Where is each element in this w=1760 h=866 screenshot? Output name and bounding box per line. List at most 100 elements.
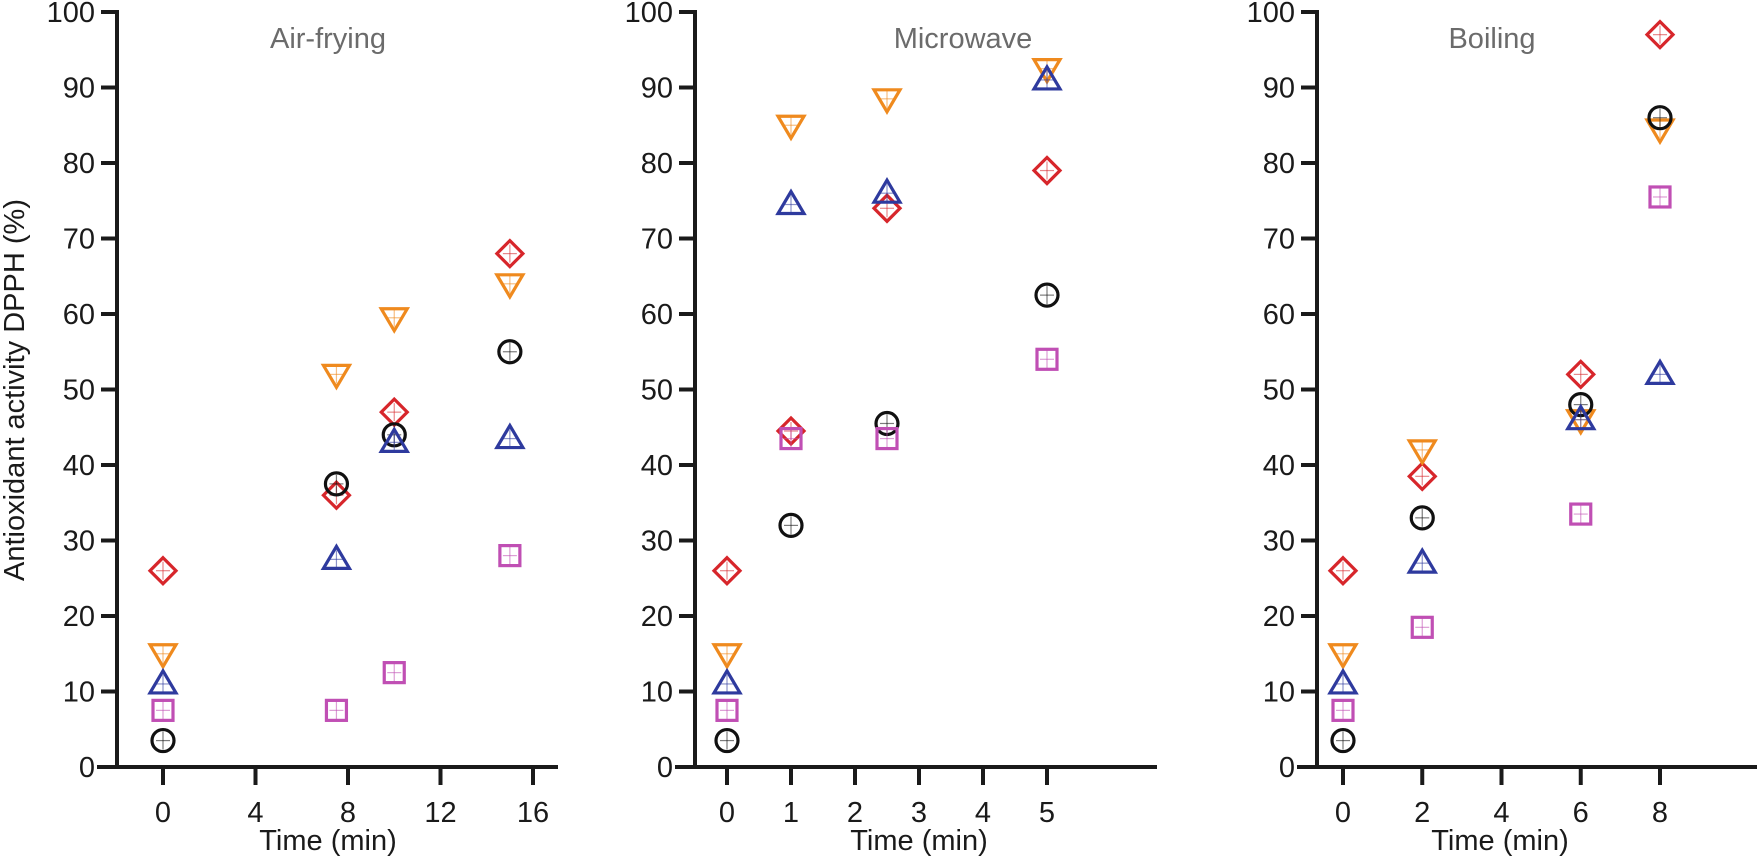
x-tick-label: 2 xyxy=(847,797,863,829)
y-tick-label: 30 xyxy=(641,526,673,558)
diamond-marker xyxy=(1327,555,1359,586)
square-marker xyxy=(1331,698,1355,722)
data-point xyxy=(1406,547,1439,574)
square-marker xyxy=(1035,347,1059,371)
y-tick-label: 80 xyxy=(63,148,95,180)
data-point xyxy=(871,177,903,204)
y-tick-label: 20 xyxy=(1263,601,1295,633)
data-point xyxy=(1327,667,1359,695)
data-point xyxy=(1410,615,1434,639)
series-blue-up-triangle xyxy=(147,422,526,695)
y-tick-label: 40 xyxy=(1263,450,1295,482)
square-marker xyxy=(498,543,522,568)
square-marker xyxy=(324,698,349,722)
y-tick-label: 90 xyxy=(641,73,673,105)
y-tick-label: 90 xyxy=(1263,73,1295,105)
y-tick-label: 60 xyxy=(1263,299,1295,331)
series-orange-down-triangle xyxy=(1327,118,1676,670)
x-tick-label: 16 xyxy=(517,797,549,829)
data-point xyxy=(378,307,411,334)
y-tick-label: 70 xyxy=(63,224,95,256)
y-tick-label: 10 xyxy=(1263,677,1295,709)
data-point xyxy=(378,426,411,453)
panel-air-frying: Air-frying Time (min) 010203040506070809… xyxy=(47,0,558,857)
square-marker xyxy=(779,426,803,451)
diamond-marker xyxy=(1565,359,1597,390)
data-point xyxy=(147,667,179,695)
data-point xyxy=(494,273,526,300)
circle-marker xyxy=(714,727,740,754)
diamond-marker xyxy=(1031,155,1063,186)
data-point xyxy=(1327,555,1359,586)
square-marker xyxy=(875,426,899,451)
square-marker xyxy=(715,698,739,722)
data-point xyxy=(875,426,899,451)
y-axis-title: Antioxidant activity DPPH (%) xyxy=(0,199,31,581)
x-tick-label: 6 xyxy=(1573,797,1589,829)
data-point xyxy=(1569,502,1593,526)
data-point xyxy=(1648,185,1672,209)
x-tick-label: 8 xyxy=(1652,797,1668,829)
data-point xyxy=(378,396,410,428)
y-tick-label: 10 xyxy=(641,677,673,709)
data-point xyxy=(778,512,804,539)
panel-title: Microwave xyxy=(894,23,1033,55)
data-point xyxy=(779,426,803,451)
data-point xyxy=(147,643,179,670)
x-tick-label: 4 xyxy=(1493,797,1509,829)
panel-boiling: Boiling Time (min) 010203040506070809010… xyxy=(1247,0,1757,857)
data-point xyxy=(497,339,523,365)
x-tick-label: 0 xyxy=(155,797,171,829)
y-tick-label: 30 xyxy=(63,526,95,558)
x-tick-label: 3 xyxy=(911,797,927,829)
y-tick-label: 100 xyxy=(1247,0,1295,29)
series-blue-up-triangle xyxy=(1327,358,1676,695)
y-tick-label: 90 xyxy=(63,73,95,105)
diamond-marker xyxy=(147,555,179,586)
y-tick-label: 0 xyxy=(657,752,673,784)
y-tick-label: 80 xyxy=(1263,148,1295,180)
data-point xyxy=(1330,727,1356,754)
series-red-diamond xyxy=(147,238,526,586)
circle-marker xyxy=(1409,505,1435,531)
y-tick-label: 80 xyxy=(641,148,673,180)
diamond-marker xyxy=(1406,461,1438,492)
data-point xyxy=(775,188,807,216)
diamond-marker xyxy=(871,193,903,224)
x-axis-title: Time (min) xyxy=(1431,825,1568,857)
x-tick-label: 4 xyxy=(247,797,263,829)
y-tick-label: 70 xyxy=(1263,224,1295,256)
y-tick-label: 50 xyxy=(1263,375,1295,407)
data-point xyxy=(494,238,526,269)
y-tick-label: 70 xyxy=(641,224,673,256)
data-point xyxy=(1564,403,1597,431)
circle-marker xyxy=(497,339,523,365)
series-black-circle xyxy=(1330,105,1673,754)
data-point xyxy=(1565,359,1597,390)
circle-marker xyxy=(323,471,350,497)
x-axis-title: Time (min) xyxy=(850,825,987,857)
series-red-diamond xyxy=(711,155,1063,586)
square-marker xyxy=(1569,502,1593,526)
y-tick-label: 40 xyxy=(641,450,673,482)
data-point xyxy=(1409,505,1435,531)
data-point xyxy=(150,727,176,754)
diamond-marker xyxy=(494,238,526,269)
square-marker xyxy=(1648,185,1672,209)
series-magenta-square xyxy=(1331,185,1672,722)
x-axis-title: Time (min) xyxy=(259,825,396,857)
series-orange-down-triangle xyxy=(711,58,1063,670)
data-point xyxy=(1644,358,1676,385)
y-tick-label: 100 xyxy=(47,0,95,29)
y-tick-label: 0 xyxy=(1279,752,1295,784)
square-marker xyxy=(1410,615,1434,639)
x-tick-label: 2 xyxy=(1414,797,1430,829)
data-point xyxy=(147,555,179,586)
data-point xyxy=(871,88,903,115)
square-marker xyxy=(151,698,175,722)
data-point xyxy=(1644,19,1676,50)
y-tick-label: 40 xyxy=(63,450,95,482)
data-point xyxy=(1406,461,1438,492)
y-tick-label: 100 xyxy=(625,0,673,29)
data-point xyxy=(320,543,353,570)
